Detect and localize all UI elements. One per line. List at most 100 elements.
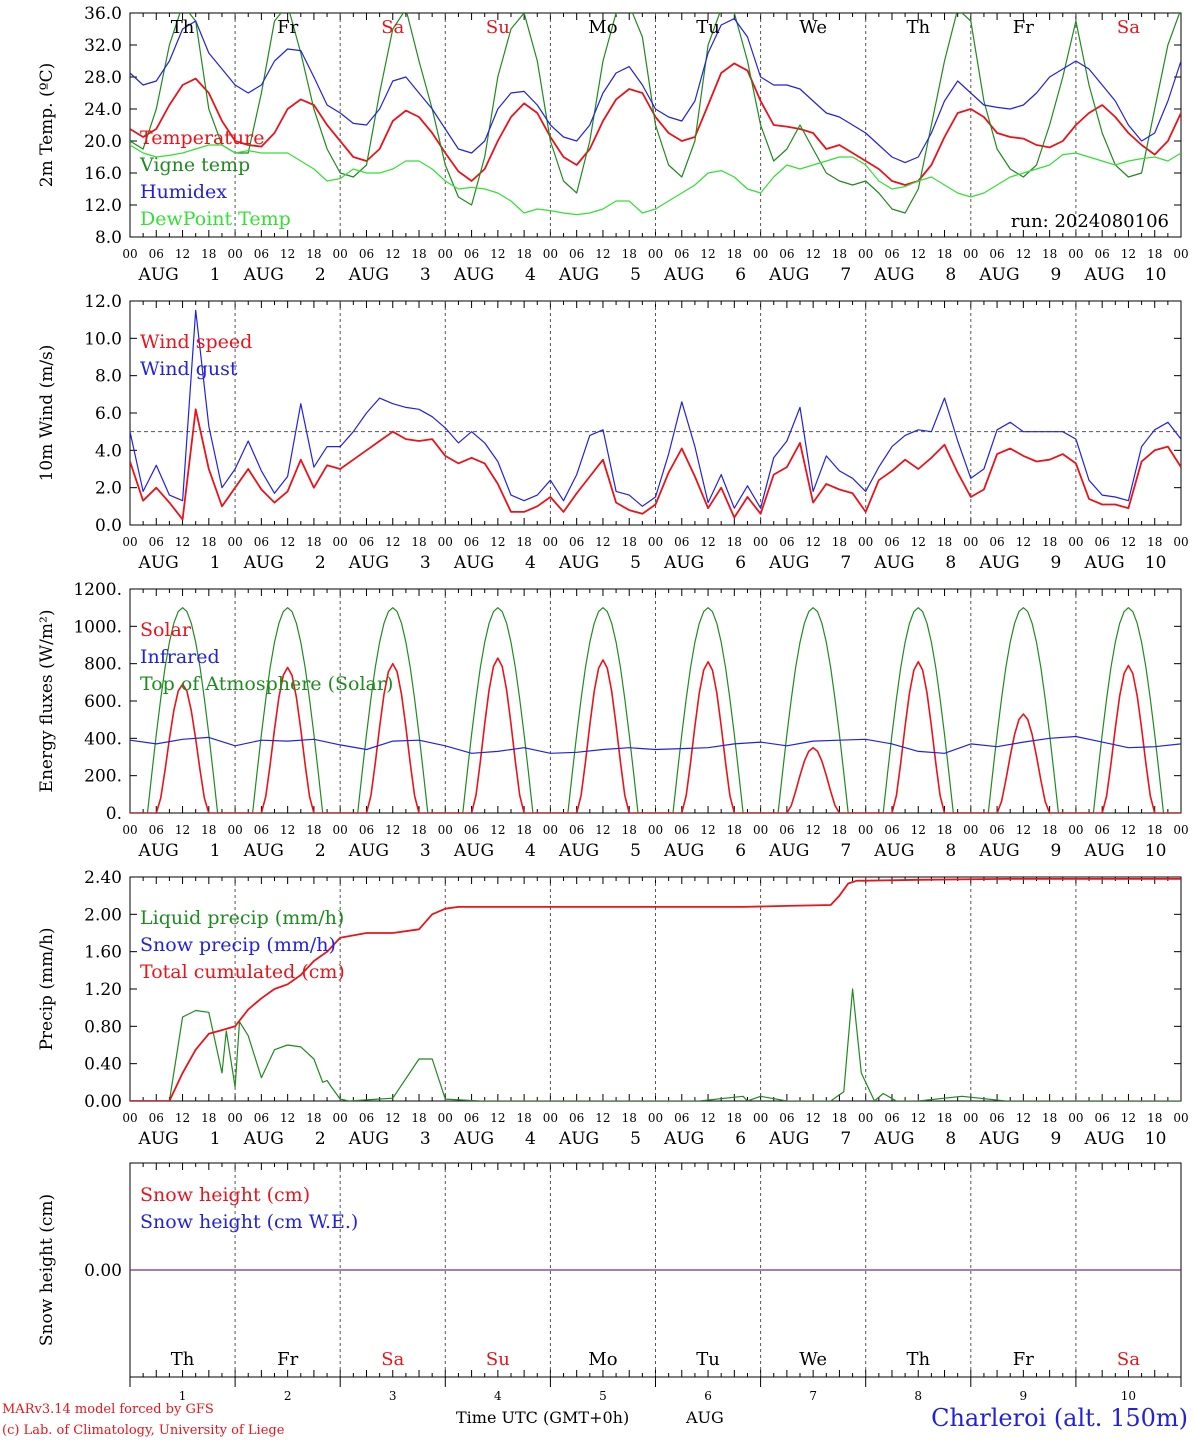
x-hour-label: 00 (753, 535, 768, 549)
x-hour-label: 18 (1147, 1111, 1162, 1125)
day-number-label: 3 (389, 1389, 397, 1403)
x-hour-label: 06 (359, 1111, 374, 1125)
x-hour-label: 12 (490, 247, 505, 261)
x-hour-label: 06 (569, 247, 584, 261)
x-month-label: AUG (978, 841, 1019, 861)
x-hour-label: 18 (516, 535, 531, 549)
x-hour-label: 00 (122, 1111, 137, 1125)
x-day-label: 3 (420, 265, 431, 285)
vigne-temp-line (130, 13, 1181, 214)
x-hour-label: 18 (937, 247, 952, 261)
y-axis-title: Energy fluxes (W/m²) (37, 610, 57, 793)
x-hour-label: 18 (832, 1111, 847, 1125)
panel-2: 0.0 2.0 4.0 6.0 8.0 10.0 12.0 10m Wind (m/s) 00 0… (37, 292, 1189, 573)
x-hour-label: 00 (438, 823, 453, 837)
day-number-label: 5 (599, 1389, 607, 1403)
x-hour-label: 18 (1042, 247, 1057, 261)
x-day-label: 9 (1051, 841, 1062, 861)
weekday-label: Su (486, 1349, 510, 1370)
x-month-label: AUG (768, 1129, 809, 1149)
x-hour-label: 06 (674, 1111, 689, 1125)
copyright-text: (c) Lab. of Climatology, University of L… (2, 1423, 285, 1438)
x-hour-label: 12 (1016, 823, 1031, 837)
x-hour-label: 00 (1173, 823, 1188, 837)
x-hour-label: 12 (911, 247, 926, 261)
infrared-line (130, 735, 1181, 754)
y-tick-label: 400. (84, 729, 122, 749)
x-hour-label: 06 (884, 1111, 899, 1125)
y-tick-label: 1200. (73, 580, 122, 600)
x-day-label: 4 (525, 265, 536, 285)
x-month-label: AUG (453, 841, 494, 861)
x-hour-label: 00 (963, 823, 978, 837)
x-hour-label: 12 (1016, 535, 1031, 549)
x-hour-label: 00 (1068, 247, 1083, 261)
x-hour-label: 12 (385, 535, 400, 549)
weekday-label: Mo (588, 17, 617, 38)
y-tick-label: 32.0 (84, 36, 122, 56)
x-hour-label: 06 (254, 247, 269, 261)
x-hour-label: 06 (779, 823, 794, 837)
day-number-label: 7 (809, 1389, 817, 1403)
x-hour-label: 18 (1147, 247, 1162, 261)
weekday-label: We (799, 17, 827, 38)
x-hour-label: 12 (595, 823, 610, 837)
y-axis-title: Snow height (cm) (37, 1194, 57, 1346)
plot-series (130, 13, 1181, 216)
x-day-label: 7 (840, 553, 851, 573)
wind-speed-line (130, 408, 1181, 521)
x-hour-label: 00 (543, 535, 558, 549)
x-day-label: 7 (840, 1129, 851, 1149)
x-hour-label: 00 (122, 823, 137, 837)
x-hour-label: 12 (700, 247, 715, 261)
x-hour-label: 12 (175, 247, 190, 261)
weekday-label: Th (906, 17, 930, 38)
x-hour-label: 06 (149, 535, 164, 549)
x-hour-label: 12 (1121, 823, 1136, 837)
y-tick-label: 0.40 (84, 1055, 122, 1075)
toa-solar-line (130, 607, 1181, 813)
x-hour-label: 00 (122, 535, 137, 549)
x-hour-label: 00 (753, 1111, 768, 1125)
x-hour-label: 18 (201, 535, 216, 549)
x-hour-label: 18 (832, 535, 847, 549)
day-number-label: 9 (1020, 1389, 1028, 1403)
x-day-label: 8 (945, 841, 956, 861)
day-number-label: 8 (914, 1389, 922, 1403)
panel-1: 8.0 12.0 16.0 20.0 24.0 28.0 32.0 36.0 2m Temp. … (37, 4, 1189, 285)
x-hour-label: 18 (1042, 1111, 1057, 1125)
x-hour-label: 18 (201, 1111, 216, 1125)
y-tick-label: 600. (84, 692, 122, 712)
x-month-label: AUG (348, 265, 389, 285)
weekday-label: Sa (1117, 17, 1140, 38)
x-day-label: 10 (1145, 841, 1167, 861)
x-day-label: 10 (1145, 553, 1167, 573)
x-hour-label: 18 (306, 1111, 321, 1125)
x-day-label: 1 (210, 265, 221, 285)
y-axis-title: Precip (mm/h) (37, 927, 57, 1050)
x-day-label: 4 (525, 1129, 536, 1149)
x-hour-label: 18 (937, 823, 952, 837)
x-hour-label: 12 (911, 535, 926, 549)
x-day-label: 6 (735, 1129, 746, 1149)
x-hour-label: 00 (227, 535, 242, 549)
x-hour-label: 00 (438, 535, 453, 549)
x-hour-label: 12 (175, 823, 190, 837)
x-hour-label: 18 (727, 823, 742, 837)
legend-entry: Liquid precip (mm/h) (140, 907, 344, 929)
x-hour-label: 00 (227, 247, 242, 261)
x-month-label: AUG (243, 841, 284, 861)
x-hour-label: 18 (622, 247, 637, 261)
weekday-label: Th (171, 1349, 195, 1370)
x-hour-label: 06 (569, 1111, 584, 1125)
x-hour-label: 18 (306, 535, 321, 549)
x-month-label: AUG (243, 553, 284, 573)
weekday-label: Tu (696, 17, 720, 38)
x-month-label: AUG (558, 265, 599, 285)
x-axis-title: Time UTC (GMT+0h) (456, 1408, 629, 1427)
y-tick-label: 8.0 (95, 228, 122, 248)
x-hour-label: 06 (149, 1111, 164, 1125)
x-hour-label: 18 (516, 247, 531, 261)
x-day-label: 1 (210, 841, 221, 861)
